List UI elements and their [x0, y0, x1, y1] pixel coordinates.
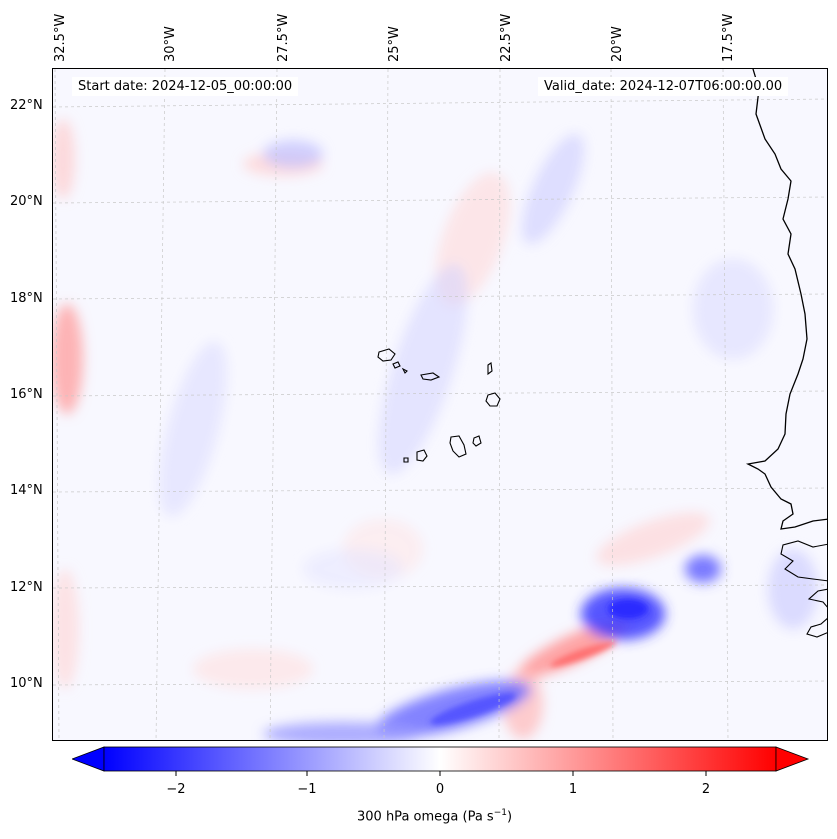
lon-label-20w: 20°W	[610, 26, 625, 62]
colorbar-ticks	[175, 771, 707, 776]
cb-tick-label-neg2: −2	[166, 782, 186, 797]
colorbar-body	[103, 746, 777, 772]
gridlines	[53, 69, 827, 740]
island-sao-nicolau	[420, 372, 441, 381]
omega-field-blobs	[53, 119, 818, 740]
lon-label-22-5w: 22.5°W	[499, 13, 514, 62]
omega-positive-patch	[53, 569, 79, 689]
colorbar-label: 300 hPa omega (Pa s−1)	[357, 808, 512, 824]
lon-label-17-5w: 17.5°W	[721, 13, 736, 62]
island-boa-vista	[485, 392, 501, 407]
omega-negative-core	[608, 599, 648, 619]
omega-negative-patch	[378, 263, 468, 475]
omega-negative-patch	[159, 341, 227, 517]
omega-field-map	[53, 69, 827, 740]
omega-negative-patch	[768, 549, 818, 629]
colorbar-label-unit-exponent: −1	[493, 808, 507, 818]
lon-label-30w: 30°W	[163, 26, 178, 62]
lat-label-20n: 20°N	[10, 194, 43, 209]
omega-strong-features	[430, 599, 648, 725]
guinea-coast	[807, 588, 827, 608]
island-santo-antao	[377, 348, 396, 362]
colorbar-label-end: )	[506, 809, 513, 825]
sierra-coast	[806, 618, 827, 638]
meridian-32-5w	[54, 69, 60, 740]
omega-negative-patch	[693, 259, 773, 359]
island-santiago	[449, 435, 467, 458]
omega-negative-patch	[263, 722, 423, 740]
meridian-20w	[610, 69, 614, 740]
omega-negative-patch	[303, 549, 403, 589]
island-maio	[472, 435, 482, 447]
omega-positive-patch	[53, 119, 75, 199]
omega-colorbar	[72, 746, 810, 776]
omega-negative-core	[430, 693, 516, 725]
cb-tick-label-2: 2	[701, 782, 711, 797]
cb-tick-label-0: 0	[435, 782, 445, 797]
start-date-label: Start date: 2024-12-05_00:00:00	[72, 77, 299, 96]
lon-label-32-5w: 32.5°W	[53, 13, 68, 62]
island-santa-luzia	[401, 367, 408, 374]
meridian-17-5w	[722, 69, 729, 740]
omega-negative-patch	[263, 140, 323, 168]
lat-label-18n: 18°N	[10, 291, 43, 306]
lon-label-25w: 25°W	[387, 26, 402, 62]
omega-positive-core	[550, 641, 616, 667]
cb-tick-label-1: 1	[568, 782, 578, 797]
meridian-22-5w	[498, 69, 501, 740]
africa-coastline	[745, 69, 827, 530]
island-fogo	[416, 449, 428, 462]
meridian-30w	[155, 69, 166, 740]
meridian-27-5w	[269, 69, 278, 740]
lat-label-22n: 22°N	[10, 98, 43, 113]
colorbar-extend-right	[775, 746, 810, 772]
island-sal	[487, 362, 493, 376]
guinea-bissau-coast	[780, 540, 827, 582]
meridian-25w	[383, 69, 389, 740]
lat-label-10n: 10°N	[10, 676, 43, 691]
lat-label-12n: 12°N	[10, 580, 43, 595]
valid-date-label: Valid_date: 2024-12-07T06:00:00.00	[538, 77, 789, 96]
omega-negative-patch	[685, 555, 721, 583]
omega-positive-patch	[193, 649, 313, 689]
lon-label-27-5w: 27.5°W	[276, 13, 291, 62]
lat-label-16n: 16°N	[10, 387, 43, 402]
island-brava	[403, 457, 409, 463]
omega-negative-patch	[521, 133, 585, 245]
lat-label-14n: 14°N	[10, 483, 43, 498]
island-sao-vicente	[392, 361, 401, 369]
omega-positive-patch	[596, 512, 710, 566]
map-panel[interactable]	[52, 68, 828, 741]
omega-positive-patch	[53, 304, 83, 414]
cb-tick-label-neg1: −1	[297, 782, 317, 797]
colorbar-extend-left	[72, 746, 105, 772]
colorbar-label-main: 300 hPa omega (Pa s	[357, 809, 494, 825]
